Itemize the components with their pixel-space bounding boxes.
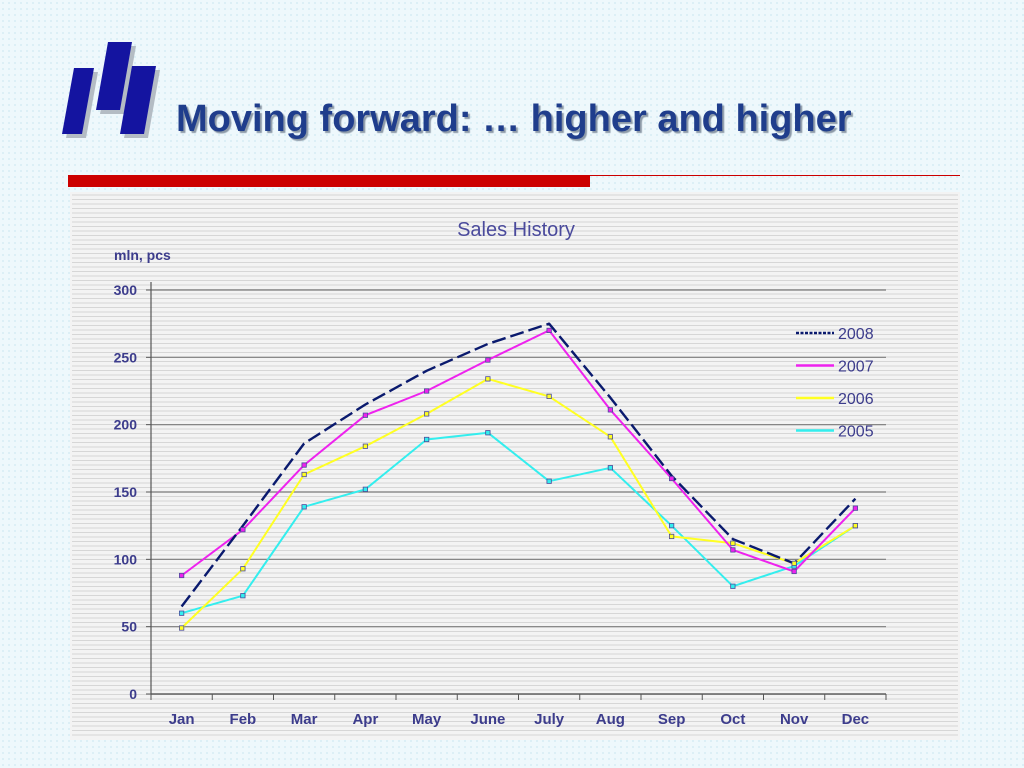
data-point-2006 (485, 376, 491, 382)
data-point-2005 (669, 523, 675, 529)
data-point-2005 (424, 436, 430, 443)
logo-bar-left (62, 68, 94, 134)
legend-label-2007: 2007 (838, 359, 874, 376)
logo-bar-middle (96, 42, 132, 110)
data-point-2007 (852, 505, 858, 511)
y-tick-label: 200 (114, 417, 138, 433)
data-point-2005 (301, 504, 307, 510)
data-point-2006 (607, 434, 613, 440)
title-underline (68, 175, 960, 187)
x-tick-label: Mar (291, 711, 318, 728)
data-point-2007 (669, 475, 675, 482)
y-tick-label: 300 (114, 282, 138, 298)
y-axis-label: mln, pcs (114, 247, 171, 263)
x-tick-label: Nov (780, 711, 809, 728)
data-point-2006 (240, 566, 246, 572)
y-tick-label: 150 (114, 484, 138, 500)
legend-label-2006: 2006 (838, 391, 874, 408)
chart-panel (70, 192, 960, 740)
series-line-2007 (181, 329, 857, 577)
y-tick-label: 250 (114, 349, 138, 365)
chart-background (70, 192, 960, 740)
x-tick-label: June (470, 711, 505, 728)
data-point-2006 (852, 523, 858, 529)
data-point-2007 (424, 388, 430, 394)
data-point-2006 (301, 471, 307, 478)
x-tick-label: Feb (230, 711, 257, 728)
company-logo (62, 42, 160, 138)
y-tick-label: 100 (114, 551, 138, 567)
data-point-2006 (669, 533, 675, 540)
data-point-2007 (730, 547, 736, 553)
x-tick-label: July (534, 711, 565, 728)
data-point-2005 (362, 486, 368, 492)
data-point-2007 (607, 407, 613, 413)
logo-bar-right (120, 66, 156, 134)
series-line-2006 (180, 377, 856, 629)
title-underline-red-bar (68, 175, 590, 187)
data-point-2005 (546, 478, 552, 484)
data-point-2006 (791, 560, 797, 566)
x-tick-label: Apr (352, 711, 378, 728)
data-point-2007 (301, 462, 307, 468)
x-tick-label: Jan (169, 711, 195, 728)
data-point-2005 (240, 593, 246, 599)
series-line-2008 (180, 322, 857, 608)
data-point-2006 (730, 540, 736, 546)
data-point-2006 (546, 393, 552, 399)
x-tick-label: Oct (720, 711, 745, 728)
data-point-2007 (179, 572, 185, 579)
data-point-2005 (485, 430, 491, 436)
y-tick-label: 0 (129, 686, 137, 702)
data-point-2006 (424, 411, 430, 417)
data-point-2006 (362, 443, 368, 449)
data-point-2005 (607, 465, 613, 471)
slide-title: Moving forward: … higher and higher (176, 98, 852, 140)
data-point-2007 (240, 527, 246, 533)
x-tick-label: Sep (658, 711, 686, 728)
data-point-2007 (485, 357, 491, 363)
legend-label-2005: 2005 (838, 424, 874, 441)
data-point-2007 (362, 412, 368, 418)
x-tick-label: Dec (842, 711, 870, 728)
data-point-2007 (791, 568, 797, 575)
y-tick-label: 50 (121, 619, 137, 635)
sales-history-chart: Sales History mln, pcs 0 50 100 150 200 250 30… (70, 192, 960, 740)
data-point-2005 (179, 610, 185, 616)
legend-label-2008: 2008 (838, 326, 874, 343)
data-point-2005 (730, 583, 736, 589)
chart-title: Sales History (457, 219, 575, 241)
legend: 2008 2007 2006 2005 (796, 326, 874, 441)
series-line-2005 (181, 431, 856, 615)
data-point-2007 (546, 327, 552, 333)
data-point-2006 (179, 625, 185, 631)
plot-area: 0 50 100 150 200 250 300 Jan Feb Mar Apr May June Jul… (114, 282, 887, 728)
x-tick-label: May (412, 711, 442, 728)
x-tick-label: Aug (596, 711, 625, 728)
